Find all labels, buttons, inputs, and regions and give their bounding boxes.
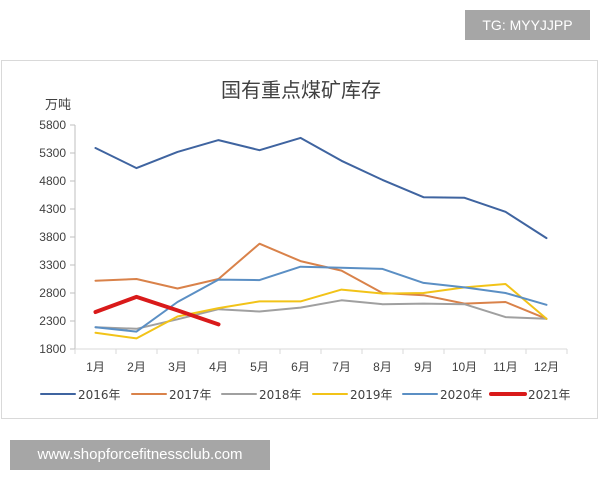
legend-item-2018: 2018年: [221, 388, 302, 402]
y-tick-label: 5300: [39, 146, 66, 160]
x-tick-label: 10月: [452, 360, 477, 374]
chart-title: 国有重点煤矿库存: [221, 78, 381, 102]
y-tick-label: 2300: [39, 314, 66, 328]
y-axis: 1800 2300 2800 3300 3800 4300 4800 5300 5800: [39, 118, 76, 356]
legend-item-2019: 2019年: [312, 388, 393, 402]
legend-item-2017: 2017年: [131, 388, 212, 402]
chart-container: 国有重点煤矿库存 万吨 1800 2300 2800 3300 3800 4300 4800…: [1, 60, 598, 419]
y-tick-label: 1800: [39, 342, 66, 356]
legend-label: 2017年: [169, 388, 212, 402]
y-tick-label: 4800: [39, 174, 66, 188]
legend-label: 2016年: [78, 388, 121, 402]
y-tick-label: 3800: [39, 230, 66, 244]
y-axis-unit: 万吨: [45, 98, 71, 113]
x-tick-label: 8月: [373, 360, 392, 374]
x-tick-label: 2月: [127, 360, 146, 374]
series-line-2019: [94, 283, 548, 340]
y-tick-label: 3300: [39, 258, 66, 272]
series-line-2021: [93, 294, 221, 327]
x-tick-label: 6月: [291, 360, 310, 374]
y-tick-label: 5800: [39, 118, 66, 132]
x-tick-label: 7月: [332, 360, 351, 374]
x-axis: 1月 2月 3月 4月 5月 6月 7月 8月 9月 10月 11月 12月: [74, 348, 568, 374]
legend-label: 2019年: [350, 388, 393, 402]
x-tick-label: 9月: [414, 360, 433, 374]
x-tick-label: 1月: [86, 360, 105, 374]
telegram-badge: TG: MYYJJPP: [465, 10, 590, 40]
website-watermark: www.shopforcefitnessclub.com: [10, 440, 270, 470]
series-lines: [93, 136, 548, 340]
x-tick-label: 12月: [534, 360, 559, 374]
x-tick-label: 11月: [493, 360, 517, 374]
series-line-2017: [94, 242, 548, 320]
series-line-2016: [94, 136, 548, 240]
legend-item-2020: 2020年: [402, 388, 483, 402]
legend-item-2016: 2016年: [40, 388, 121, 402]
y-tick-label: 4300: [39, 202, 66, 216]
x-tick-label: 4月: [209, 360, 228, 374]
x-tick-label: 3月: [168, 360, 187, 374]
line-chart: 国有重点煤矿库存 万吨 1800 2300 2800 3300 3800 4300 4800…: [39, 78, 571, 402]
legend-label: 2021年: [528, 388, 571, 402]
x-tick-label: 5月: [250, 360, 269, 374]
legend-item-2021: 2021年: [489, 388, 571, 402]
y-tick-label: 2800: [39, 286, 66, 300]
legend-label: 2020年: [440, 388, 483, 402]
legend-label: 2018年: [259, 388, 302, 402]
legend: 2016年 2017年 2018年 2019年 2020年 2021年: [40, 388, 571, 402]
